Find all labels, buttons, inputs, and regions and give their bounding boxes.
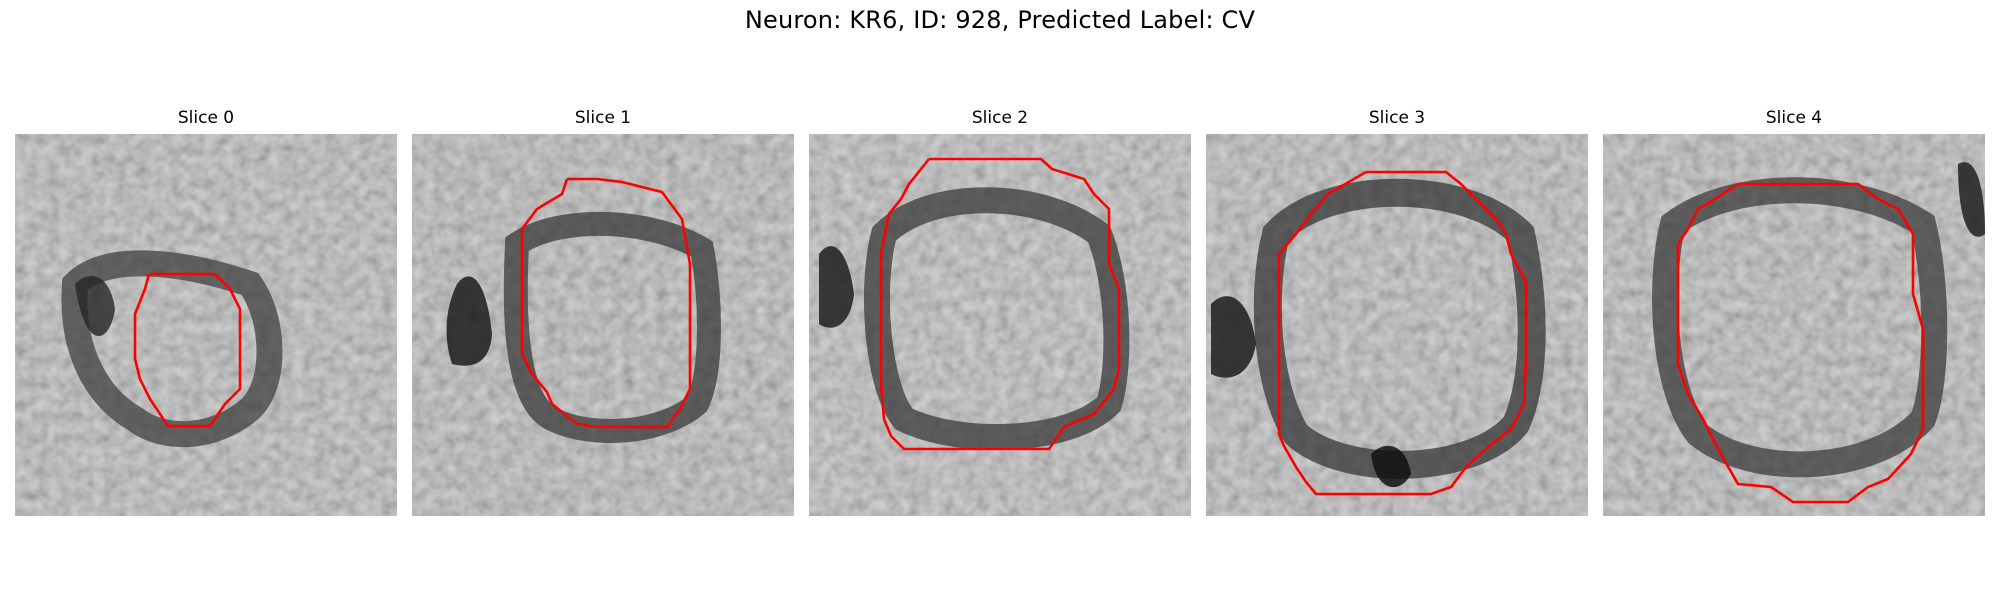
membrane-shadow [863, 187, 1130, 451]
dark-blob [1958, 162, 1985, 237]
slice-title-2: Slice 2 [971, 108, 1029, 128]
membrane-shadow [1253, 178, 1546, 479]
membrane-shadow [503, 211, 721, 443]
slice-image-2 [809, 134, 1191, 516]
slice-title-1: Slice 1 [574, 108, 632, 128]
slice-image-3 [1206, 134, 1588, 516]
dark-blob [1371, 445, 1411, 488]
slice-image-1 [412, 134, 794, 516]
slice-title-4: Slice 4 [1765, 108, 1823, 128]
cell-contour [879, 157, 1121, 451]
dark-blob [75, 276, 115, 337]
dark-blob [1211, 296, 1256, 378]
cell-contour [133, 272, 242, 428]
membrane-shadow [61, 250, 283, 448]
dark-blob [819, 246, 854, 328]
cell-contour [520, 177, 692, 429]
figure-title: Neuron: KR6, ID: 928, Predicted Label: C… [744, 6, 1256, 34]
dark-blob [446, 276, 492, 366]
slice-title-0: Slice 0 [177, 108, 235, 128]
cell-contour [1277, 170, 1528, 496]
slice-image-0 [15, 134, 397, 516]
slice-image-4 [1603, 134, 1985, 516]
slice-title-3: Slice 3 [1368, 108, 1426, 128]
cell-contour [1676, 182, 1925, 504]
